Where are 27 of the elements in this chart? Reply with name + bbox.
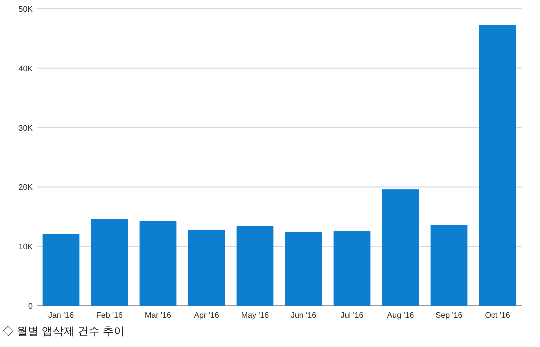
x-tick-label: Oct '16 [485, 311, 511, 320]
x-tick-label: Jul '16 [340, 311, 364, 320]
x-tick-label: Aug '16 [387, 311, 415, 320]
x-tick-label: Apr '16 [194, 311, 220, 320]
y-tick-label: 40K [18, 64, 34, 74]
bar [188, 230, 226, 306]
y-tick-label: 10K [18, 242, 34, 252]
bar [334, 231, 371, 306]
bar [140, 221, 177, 306]
bar [430, 225, 468, 306]
text: ◇ 월별 앱삭제 건수 추이 [3, 325, 126, 338]
x-tick-label: May '16 [241, 311, 270, 320]
bar [479, 25, 516, 306]
bar [382, 190, 420, 306]
y-tick-label: 0 [28, 302, 34, 311]
bar [91, 219, 128, 306]
y-tick-label: 50K [18, 5, 34, 14]
x-tick-label: Mar '16 [145, 311, 172, 320]
bar [285, 232, 322, 306]
x-tick-label: Jun '16 [290, 311, 318, 320]
y-tick-label: 30K [18, 124, 34, 133]
y-tick-label: 20K [18, 183, 34, 192]
x-tick-label: Jan '16 [48, 311, 75, 320]
x-tick-label: Feb '16 [96, 311, 124, 320]
bar [42, 234, 80, 306]
x-tick-label: Sep '16 [436, 311, 464, 320]
bar [236, 226, 274, 306]
